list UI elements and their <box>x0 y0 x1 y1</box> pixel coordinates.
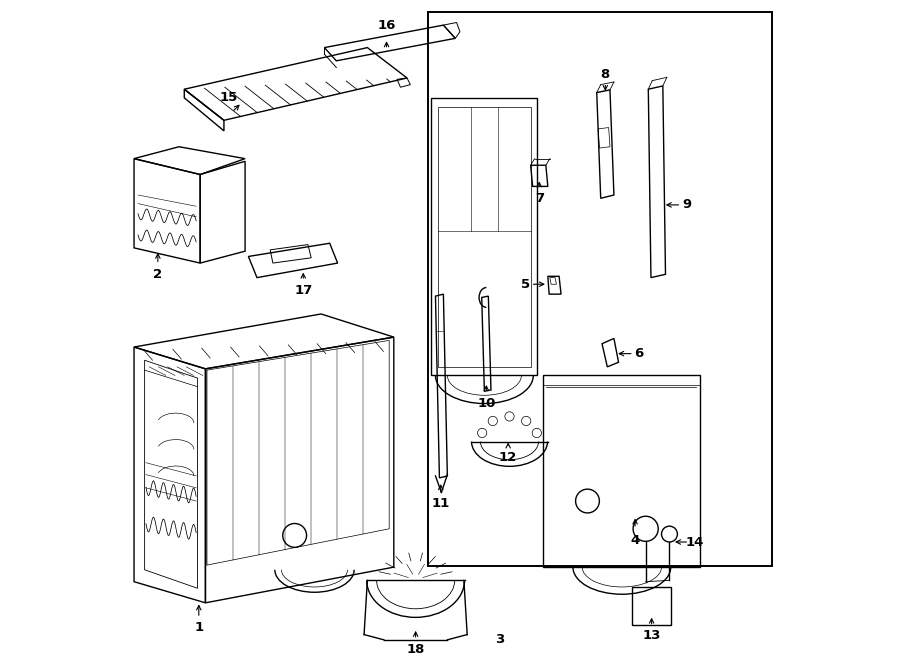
Text: 5: 5 <box>521 278 530 291</box>
Text: 7: 7 <box>535 192 544 205</box>
Text: 16: 16 <box>377 19 396 32</box>
Bar <box>632 587 671 625</box>
Text: 4: 4 <box>631 534 640 547</box>
Text: 10: 10 <box>477 397 496 410</box>
Text: 17: 17 <box>294 284 312 297</box>
Text: 15: 15 <box>220 91 238 104</box>
Text: 14: 14 <box>686 535 704 549</box>
Text: 2: 2 <box>153 268 162 281</box>
Text: 3: 3 <box>495 633 504 646</box>
Text: 13: 13 <box>643 629 661 642</box>
Text: 8: 8 <box>600 67 610 81</box>
Text: 12: 12 <box>499 451 517 464</box>
Text: 11: 11 <box>432 497 450 510</box>
Text: 6: 6 <box>634 347 644 360</box>
Text: 18: 18 <box>407 642 425 656</box>
Text: 9: 9 <box>682 198 691 212</box>
Bar <box>428 12 772 566</box>
Text: 1: 1 <box>194 621 203 635</box>
